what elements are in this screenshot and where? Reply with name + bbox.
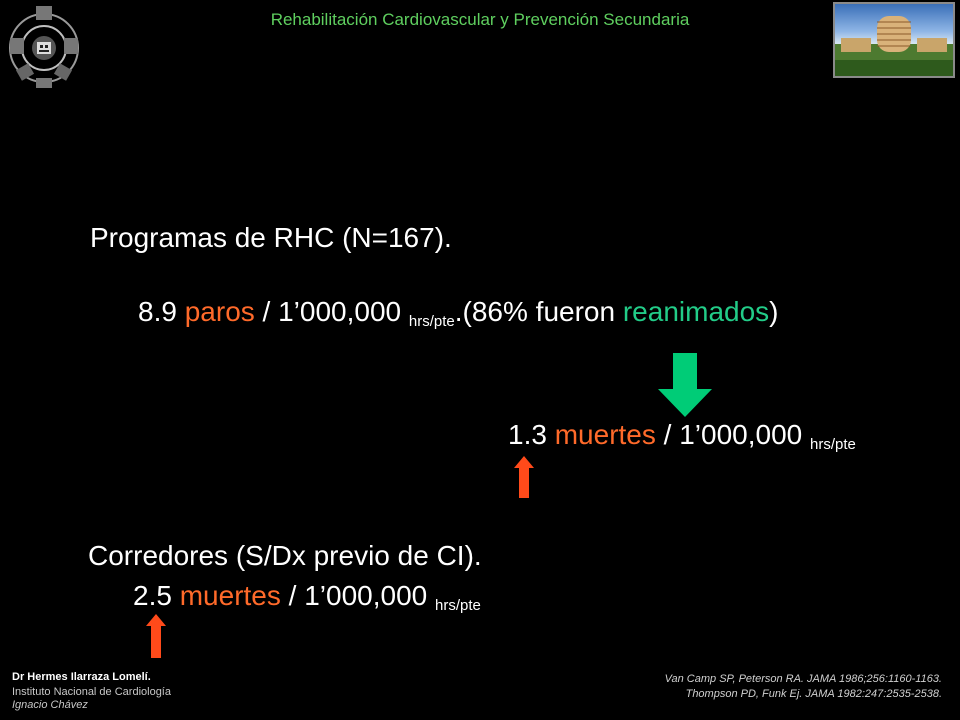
arrest-rate-unit: hrs/pte — [408, 313, 455, 330]
deaths-rate-value: 1.3 — [508, 419, 547, 450]
arrest-rate-rest: / 1’000,000 — [254, 296, 409, 327]
resuscitated-term: reanimados — [622, 296, 770, 327]
arrest-term: paros — [184, 296, 255, 327]
institution-subname: Ignacio Chávez — [12, 699, 88, 711]
down-arrow-icon — [658, 353, 712, 417]
institute-logo — [9, 6, 79, 88]
resuscitated-prefix: (86% fueron — [462, 296, 623, 327]
runners-rate-line: 2.5 muertes / 1’000,000 hrs/pte — [133, 580, 481, 614]
up-arrow-icon — [146, 614, 166, 658]
author-name: Dr Hermes Ilarraza Lomelí. — [12, 671, 151, 683]
runners-rate-unit: hrs/pte — [435, 597, 481, 614]
reference-2: Thompson PD, Funk Ej. JAMA 1982:247:2535… — [685, 688, 942, 700]
runners-rate-rest: / 1’000,000 — [280, 580, 435, 611]
up-arrow-icon — [514, 456, 534, 498]
deaths-rate-rest: / 1’000,000 — [655, 419, 810, 450]
deaths-rate-unit: hrs/pte — [810, 436, 856, 453]
runners-title: Corredores (S/Dx previo de CI). — [88, 540, 482, 571]
resuscitated-suffix: ) — [769, 296, 779, 327]
reference-1: Van Camp SP, Peterson RA. JAMA 1986;256:… — [664, 673, 942, 685]
deaths-rate-line: 1.3 muertes / 1’000,000 hrs/pte — [508, 419, 856, 453]
programs-title: Programas de RHC (N=167). — [90, 222, 452, 253]
header-title: Rehabilitación Cardiovascular y Prevenci… — [270, 10, 690, 29]
institution-name: Instituto Nacional de Cardiología — [12, 686, 171, 698]
arrest-rate-value: 8.9 — [138, 296, 177, 327]
runners-rate-value: 2.5 — [133, 580, 172, 611]
runners-deaths-term: muertes — [179, 580, 281, 611]
arrest-rate-line: 8.9 paros / 1’000,000 hrs/pte.(86% fuero… — [138, 296, 779, 330]
deaths-term: muertes — [554, 419, 656, 450]
arrest-dot: . — [454, 296, 463, 327]
hospital-building-photo — [833, 2, 955, 78]
